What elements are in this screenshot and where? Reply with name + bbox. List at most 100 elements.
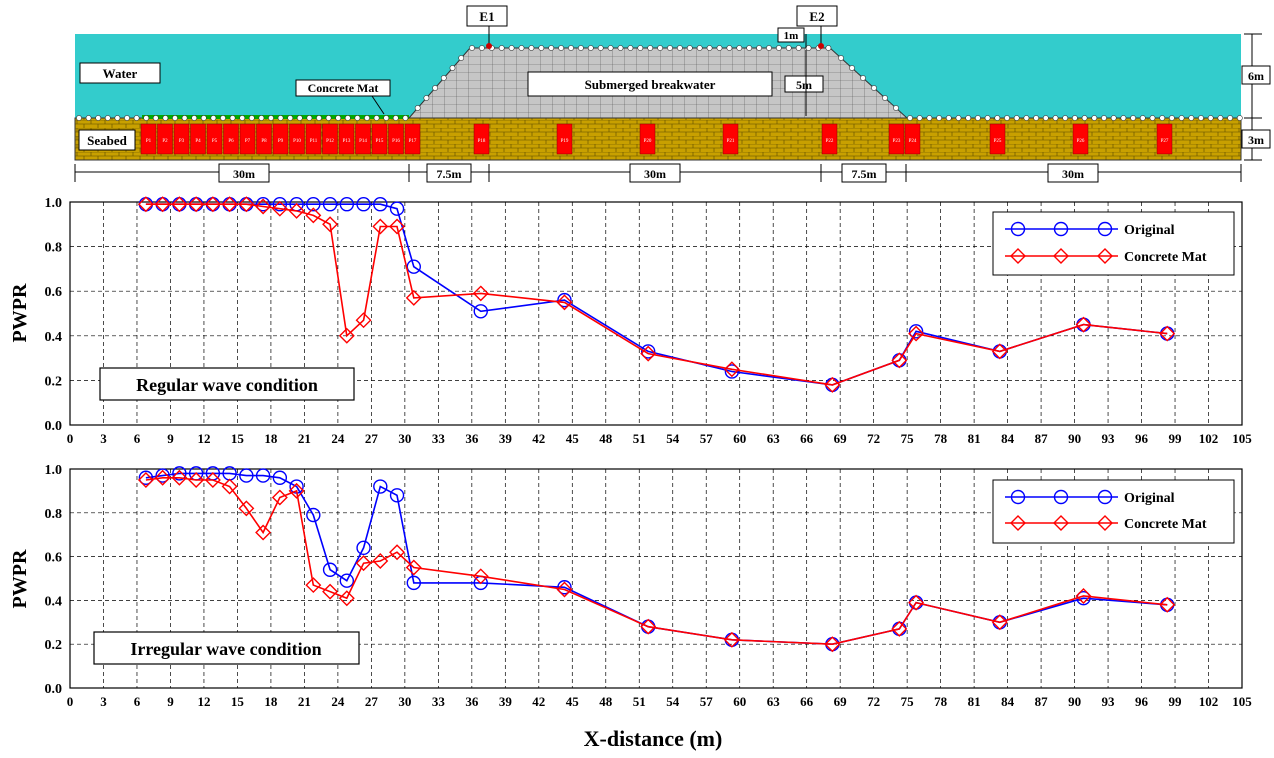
legend-box: [992, 211, 1235, 276]
data-point: [824, 376, 841, 393]
data-point: [389, 201, 405, 216]
probe-p9: [272, 123, 289, 155]
surface-dot: [383, 115, 390, 121]
data-point: [188, 196, 205, 213]
data-point: [137, 471, 154, 488]
gauge-e2-box: [796, 5, 838, 27]
data-point: [406, 259, 421, 274]
surface-dot: [296, 115, 303, 121]
surface-dot: [984, 115, 991, 121]
probe-p7: [239, 123, 256, 155]
segment-dim-2: 7.5m: [437, 167, 462, 181]
concrete-mat-label: Concrete Mat: [308, 81, 379, 95]
data-point: [640, 345, 657, 362]
data-point: [1159, 325, 1176, 342]
probe-label: P16: [392, 139, 400, 144]
x-tick-label: 51: [633, 431, 646, 446]
surface-dot: [76, 115, 82, 121]
gauge-e1-box: [466, 5, 508, 27]
legend-marker: [1010, 489, 1026, 505]
annotation-box: [99, 367, 355, 401]
surface-dot: [1004, 115, 1010, 121]
probe-p22: [821, 123, 838, 155]
dim-1m-label: 1m: [784, 30, 799, 42]
segment-dim-4-box: [841, 163, 887, 183]
probe-p12: [322, 123, 338, 155]
x-tick-label: 21: [298, 431, 311, 446]
data-point: [891, 352, 908, 369]
y-tick-label: 0.0: [45, 682, 63, 697]
surface-dot: [354, 115, 361, 121]
x-tick-label: 63: [767, 431, 781, 446]
data-point: [724, 364, 740, 379]
probe-label: P20: [644, 139, 652, 144]
data-point: [204, 471, 221, 488]
data-point: [272, 197, 288, 212]
probe-p14: [355, 123, 371, 155]
x-tick-label: 36: [465, 431, 479, 446]
data-point: [171, 469, 188, 486]
data-point: [339, 197, 355, 212]
data-point: [306, 507, 321, 523]
surface-dot: [191, 115, 198, 121]
y-axis-label: PWPR: [9, 283, 31, 342]
surface-dot: [936, 115, 942, 121]
legend-concrete-markers: [1010, 248, 1113, 264]
data-point: [322, 216, 339, 233]
x-tick-label: 9: [167, 431, 174, 446]
probe-label: P1: [146, 139, 152, 144]
surface-dot: [746, 45, 753, 51]
surface-dot: [335, 115, 342, 121]
x-tick-label: 15: [231, 694, 245, 709]
probe-label: P23: [893, 139, 901, 144]
surface-dot: [287, 115, 294, 121]
data-point: [373, 197, 388, 212]
surface-dot: [965, 115, 972, 121]
probe-p5: [206, 123, 223, 155]
x-tick-label: 78: [934, 431, 948, 446]
data-point: [389, 544, 406, 561]
data-point: [322, 583, 339, 600]
surface-dot: [1101, 115, 1107, 121]
dim-3m-box: [1241, 129, 1271, 149]
y-tick-label: 1.0: [45, 196, 63, 211]
probe-p26: [1072, 123, 1089, 155]
surface-dot: [568, 45, 574, 51]
surface-dot: [143, 115, 150, 121]
surface-dot: [229, 115, 236, 121]
x-tick-label: 51: [633, 694, 646, 709]
data-point: [406, 575, 421, 591]
surface-dot: [597, 45, 604, 51]
breakwater-label-box: [527, 71, 773, 97]
y-axis-label: PWPR: [9, 549, 31, 608]
legend-marker: [1097, 489, 1113, 505]
y-tick-label: 0.8: [45, 241, 63, 256]
surface-dot: [882, 95, 888, 101]
data-point: [288, 482, 305, 499]
seabed-label: Seabed: [87, 133, 128, 148]
surface-dot: [498, 45, 505, 51]
data-point: [238, 196, 255, 213]
data-point: [221, 196, 238, 213]
y-tick-label: 0.6: [45, 285, 63, 300]
data-point: [1159, 596, 1176, 613]
segment-dim-1-box: [218, 163, 270, 183]
legend-original-label: Original: [1124, 223, 1175, 238]
probe-label: P12: [326, 139, 334, 144]
legend-marker: [1097, 221, 1113, 237]
x-tick-label: 102: [1199, 431, 1219, 446]
surface-dot: [756, 45, 762, 51]
surface-dot: [1072, 115, 1078, 121]
x-tick-label: 15: [231, 431, 245, 446]
surface-dot: [578, 45, 584, 51]
surface-dot: [172, 115, 178, 121]
chart-regular-wave: 0.00.20.40.60.81.0 0 3 6 9 12 15 18 21 24 27 30 33 3…: [9, 196, 1252, 446]
legend-marker: [1053, 489, 1069, 505]
surface-dot: [627, 45, 634, 51]
surface-dot: [706, 45, 713, 51]
x-tick-label: 84: [1001, 431, 1015, 446]
data-point: [557, 292, 572, 308]
surface-dot: [1052, 115, 1059, 121]
probe-p13: [338, 123, 355, 155]
surface-dot: [893, 105, 899, 111]
